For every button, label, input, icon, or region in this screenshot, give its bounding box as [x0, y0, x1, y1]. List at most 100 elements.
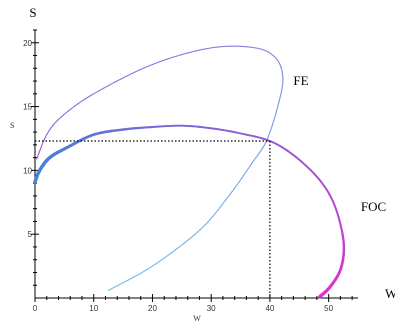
curve-segment	[114, 78, 122, 83]
curve-segment	[126, 277, 134, 282]
curve-segment	[176, 53, 184, 57]
x-tick-label: 10	[89, 304, 98, 313]
curve-segment	[137, 271, 144, 276]
series-foc-curve	[33, 124, 346, 299]
curve-segment	[245, 168, 249, 173]
series-fe-curve	[36, 45, 284, 291]
curve-segment	[97, 87, 105, 92]
curve-segment	[233, 184, 238, 190]
axes: 5 10 15 20 0 10 20 30 40 50	[23, 29, 358, 313]
curve-segment	[163, 57, 172, 61]
curve-segment	[202, 222, 208, 228]
curve-segment	[205, 219, 211, 224]
curve-segment	[210, 46, 217, 49]
curve-segment	[142, 268, 149, 273]
x-tick-label: 20	[148, 304, 157, 313]
curve-segment	[122, 279, 129, 284]
curve-segment	[93, 90, 100, 95]
curve-segment	[205, 47, 212, 50]
curve-segment	[151, 262, 158, 267]
curve-segment	[68, 107, 73, 112]
curve-segment	[171, 248, 178, 254]
curve-segment	[270, 124, 273, 130]
curve-segment	[220, 202, 225, 207]
curve-segment	[230, 188, 235, 194]
x-axis-small-title: W	[193, 314, 201, 323]
curve-segment	[185, 237, 192, 242]
curve-segment	[238, 178, 243, 183]
curve-segment	[188, 50, 196, 54]
x-tick-label: 30	[207, 304, 216, 313]
x-ticks: 0 10 20 30 40 50	[33, 294, 353, 313]
x-axis-title: W	[385, 286, 395, 301]
guide-lines	[35, 140, 271, 298]
curve-segment	[108, 81, 116, 86]
curve-segment	[318, 294, 323, 299]
curve-segment	[120, 75, 129, 80]
curve-segment	[240, 174, 245, 180]
curve-segment	[36, 156, 38, 160]
y-axis-title: S	[29, 5, 36, 20]
y-ticks: 5 10 15 20	[23, 29, 39, 286]
y-axis-small-title: S	[10, 121, 14, 130]
y-tick-label: 20	[23, 39, 32, 48]
curve-segment	[65, 109, 70, 114]
curve-segment	[236, 181, 240, 187]
curve-segment	[225, 195, 230, 200]
curve-segment	[215, 46, 222, 48]
curve-segment	[247, 165, 251, 170]
curve-segment	[113, 284, 119, 288]
curve-segment	[157, 59, 165, 63]
y-tick-label: 10	[23, 166, 32, 175]
curve-segment	[269, 128, 272, 134]
curve-segment	[147, 265, 154, 270]
curve-segment	[228, 191, 232, 197]
curve-segment	[166, 252, 173, 257]
curve-segment	[88, 93, 95, 97]
curve-segment	[133, 69, 141, 74]
curve-segment	[161, 255, 168, 261]
curve-segment	[277, 102, 280, 107]
curve-segment	[215, 208, 219, 214]
curve-segment	[194, 49, 201, 52]
curve-segment	[217, 205, 222, 211]
curve-segment	[182, 52, 190, 55]
curve-segment	[275, 109, 278, 114]
curve-segment	[145, 63, 154, 68]
curve-segment	[176, 244, 183, 250]
curve-segment	[198, 226, 204, 231]
curve-segment	[151, 61, 159, 66]
curve-segment	[194, 229, 200, 235]
curve-segment	[139, 66, 148, 71]
curve-segment	[117, 282, 124, 286]
curve-segment	[190, 233, 196, 239]
curve-segment	[249, 162, 253, 167]
curve-segment	[127, 71, 135, 77]
curve-segment	[80, 98, 86, 102]
curve-segment	[131, 274, 139, 279]
curve-segment	[223, 198, 227, 204]
x-tick-label: 0	[33, 304, 38, 313]
curve-segment	[71, 105, 76, 109]
curve-segment	[110, 286, 115, 290]
curve-segment	[199, 48, 207, 51]
curve-segment	[103, 84, 110, 89]
curve-segment	[209, 215, 214, 221]
y-tick-label: 5	[28, 230, 33, 239]
fe-label: FE	[293, 73, 308, 88]
y-tick-label: 15	[23, 103, 32, 112]
curve-segment	[169, 55, 178, 59]
curve-segment	[181, 240, 188, 246]
x-tick-label: 40	[265, 304, 274, 313]
curve-segment	[272, 116, 276, 122]
curve-segment	[267, 132, 271, 138]
x-tick-label: 50	[324, 304, 333, 313]
curve-segment	[212, 212, 217, 217]
curve-segment	[74, 103, 79, 107]
curve-segment	[156, 259, 163, 264]
curves	[33, 45, 346, 299]
curve-segment	[243, 171, 247, 176]
curve-segment	[84, 95, 90, 100]
curve-segment	[276, 105, 279, 111]
